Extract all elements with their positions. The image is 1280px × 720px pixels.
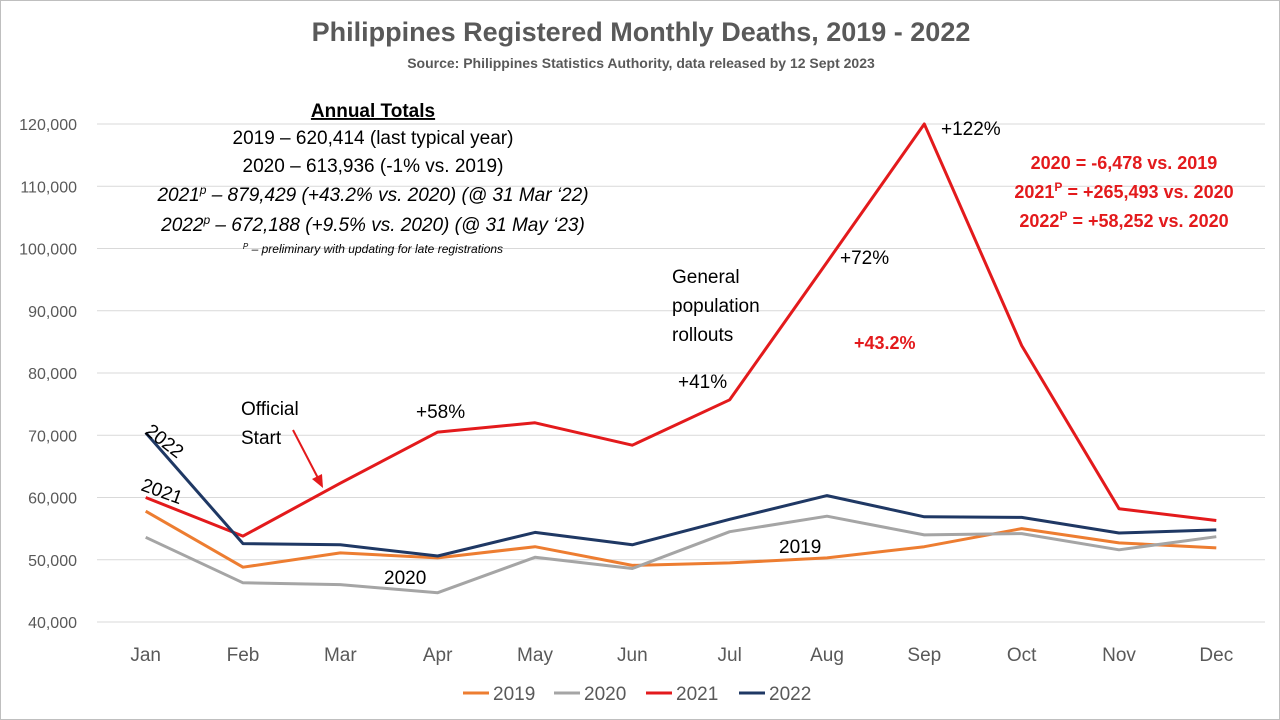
pct-label-41: +41%: [678, 372, 727, 393]
x-tick-label: Jan: [130, 645, 161, 666]
chart-subtitle: Source: Philippines Statistics Authority…: [407, 55, 875, 71]
totals-2020: 2020 – 613,936 (-1% vs. 2019): [243, 156, 504, 177]
y-tick-label: 70,000: [28, 428, 77, 445]
x-axis-ticks: Jan Feb Mar Apr May Jun Jul Aug Sep Oct Nov Dec: [130, 645, 1233, 666]
x-tick-label: Nov: [1102, 645, 1136, 666]
legend-label-2020: 2020: [584, 684, 626, 705]
y-tick-label: 100,000: [19, 242, 77, 259]
totals-2022: 2022p – 672,188 (+9.5% vs. 2020) (@ 31 M…: [160, 213, 585, 236]
pct-label-72: +72%: [840, 248, 889, 269]
x-tick-label: Jun: [617, 645, 648, 666]
diff-2022-rest: = +58,252 vs. 2020: [1067, 211, 1228, 231]
diff-2021: 2021P = +265,493 vs. 2020: [1014, 180, 1233, 202]
x-tick-label: Dec: [1199, 645, 1233, 666]
totals-2022-rest: – 672,188 (+9.5% vs. 2020) (@ 31 May ‘23…: [210, 215, 585, 236]
series-lines: [144, 122, 1217, 595]
x-tick-label: Feb: [227, 645, 260, 666]
x-tick-label: Mar: [324, 645, 357, 666]
y-tick-label: 120,000: [19, 117, 77, 134]
annual-totals-heading: Annual Totals: [311, 101, 435, 122]
totals-2021: 2021p – 879,429 (+43.2% vs. 2020) (@ 31 …: [156, 183, 588, 206]
totals-2019: 2019 – 620,414 (last typical year): [233, 128, 514, 149]
totals-2021-rest: – 879,429 (+43.2% vs. 2020) (@ 31 Mar ‘2…: [206, 185, 588, 206]
totals-2021-sup: p: [199, 183, 207, 197]
pct-label-58: +58%: [416, 402, 465, 423]
series-line-2019: [144, 509, 1217, 569]
x-tick-label: Aug: [810, 645, 844, 666]
totals-2021-year: 2021: [156, 185, 199, 206]
series-line-2021: [145, 122, 1217, 538]
red-pct-43: +43.2%: [854, 333, 916, 353]
diff-2021-rest: = +265,493 vs. 2020: [1062, 182, 1233, 202]
legend-label-2021: 2021: [676, 684, 718, 705]
y-tick-label: 40,000: [28, 615, 77, 632]
preliminary-footnote: P – preliminary with updating for late r…: [243, 242, 503, 257]
pct-label-122: +122%: [941, 119, 1001, 140]
diff-2021-year: 2021: [1014, 182, 1054, 202]
diff-2022-sup: P: [1059, 209, 1067, 223]
x-tick-label: Sep: [907, 645, 941, 666]
diff-2022-year: 2022: [1019, 211, 1059, 231]
y-tick-label: 80,000: [28, 366, 77, 383]
y-tick-label: 90,000: [28, 304, 77, 321]
y-tick-label: 50,000: [28, 553, 77, 570]
x-tick-label: Jul: [718, 645, 742, 666]
official-start-line2: Start: [241, 428, 282, 449]
diff-2022: 2022P = +58,252 vs. 2020: [1019, 209, 1228, 231]
series-label-2019: 2019: [779, 537, 821, 558]
footnote-text: – preliminary with updating for late reg…: [248, 242, 503, 256]
official-start-line1: Official: [241, 399, 299, 420]
arrowhead-icon: [312, 474, 323, 488]
official-start-arrow: [292, 429, 320, 481]
totals-2022-year: 2022: [160, 215, 204, 236]
x-tick-label: Apr: [423, 645, 453, 666]
chart-title: Philippines Registered Monthly Deaths, 2…: [312, 17, 971, 47]
legend: 2019 2020 2021 2022: [463, 684, 811, 705]
series-line-2020: [145, 514, 1217, 595]
diff-2020: 2020 = -6,478 vs. 2019: [1031, 153, 1218, 173]
y-tick-label: 60,000: [28, 491, 77, 508]
general-rollouts-line2: population: [672, 296, 760, 317]
general-rollouts-line1: General: [672, 267, 740, 288]
y-axis-ticks: 40,000 50,000 60,000 70,000 80,000 90,000 100,…: [19, 117, 77, 632]
legend-label-2019: 2019: [493, 684, 535, 705]
footnote-sup: P: [243, 242, 249, 251]
series-label-2020: 2020: [384, 568, 426, 589]
legend-label-2022: 2022: [769, 684, 811, 705]
x-tick-label: May: [517, 645, 553, 666]
series-label-2022: 2022: [141, 420, 187, 463]
totals-2022-sup: p: [202, 213, 210, 227]
series-line-2022: [144, 431, 1217, 558]
diff-2021-sup: P: [1054, 180, 1062, 194]
general-rollouts-line3: rollouts: [672, 325, 733, 346]
y-tick-label: 110,000: [20, 179, 77, 196]
x-tick-label: Oct: [1007, 645, 1037, 666]
